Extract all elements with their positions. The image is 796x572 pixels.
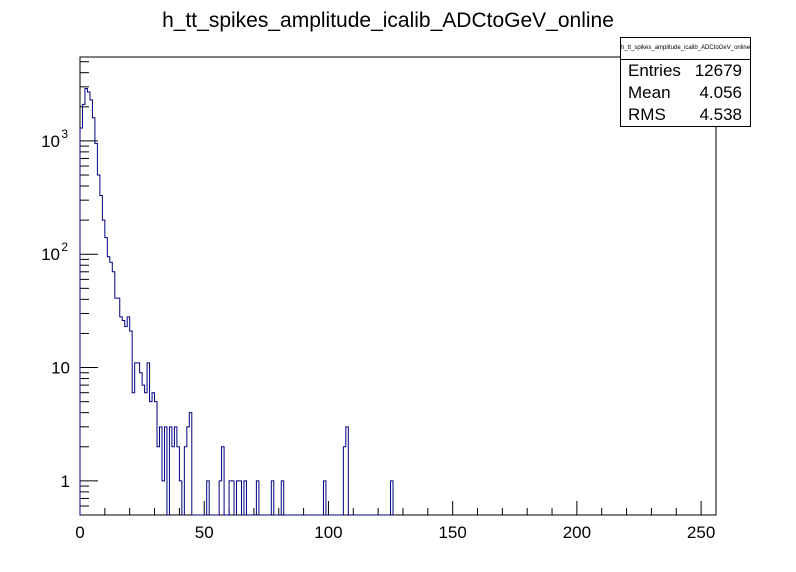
x-tick-label: 50 [195,523,214,542]
y-tick-label: 10 [41,132,60,151]
histogram-outline [79,88,396,516]
x-tick-label: 150 [438,523,466,542]
histogram-bin [110,262,112,515]
stats-value: 4.056 [699,83,742,102]
stats-row-mean: Mean 4.056 [621,82,750,104]
stats-value: 4.538 [699,105,742,124]
y-tick-exponent: 3 [61,127,68,141]
histogram-bins [80,89,393,515]
histogram-bin [115,298,117,515]
histogram-bin [132,393,134,515]
x-tick-label: 0 [75,523,84,542]
chart-title: h_tt_spikes_amplitude_icalib_ADCtoGeV_on… [162,9,614,32]
histogram-bin [95,143,97,515]
histogram-bin [125,327,127,515]
histogram-bin [112,272,114,515]
histogram-bin [120,317,122,515]
stats-value: 12679 [694,61,742,80]
y-tick-label: 1 [61,472,70,491]
histogram-bin [152,393,154,515]
y-tick-label: 10 [51,359,70,378]
y-tick-label: 10 [41,245,60,264]
histogram-bin [145,393,147,515]
x-tick-label: 100 [314,523,342,542]
stats-row-rms: RMS 4.538 [621,104,750,126]
histogram-bin [137,363,139,515]
histogram-bin [92,118,94,515]
histogram-bin [142,385,144,515]
x-tick-label: 250 [687,523,715,542]
x-axis: 0 50 100 150 200 250 [75,501,715,542]
histogram-bin [105,238,107,515]
histogram-bin [127,317,129,515]
histogram-bin [102,220,104,515]
y-tick-exponent: 2 [61,240,68,254]
stats-row-entries: Entries 12679 [621,60,750,82]
x-tick-label: 200 [563,523,591,542]
histogram-bin [97,175,99,515]
histogram-bin [172,447,174,515]
histogram-bin [90,100,92,515]
stats-label: RMS [628,105,666,124]
stats-label: Entries [628,61,681,80]
histogram-bin [85,89,87,515]
histogram-bin [162,481,164,515]
histogram-bin [157,447,159,515]
stats-box-title: h_tt_spikes_amplitude_icalib_ADCtoGeV_on… [621,38,750,60]
histogram-bin [122,321,124,515]
stats-label: Mean [628,83,671,102]
histogram-bin [150,402,152,515]
stats-box: h_tt_spikes_amplitude_icalib_ADCtoGeV_on… [620,37,751,127]
histogram-bin [117,298,119,515]
histogram-bin [140,373,142,515]
histogram-bin [87,92,89,515]
histogram-bin [107,257,109,515]
histogram-bin [100,195,102,515]
